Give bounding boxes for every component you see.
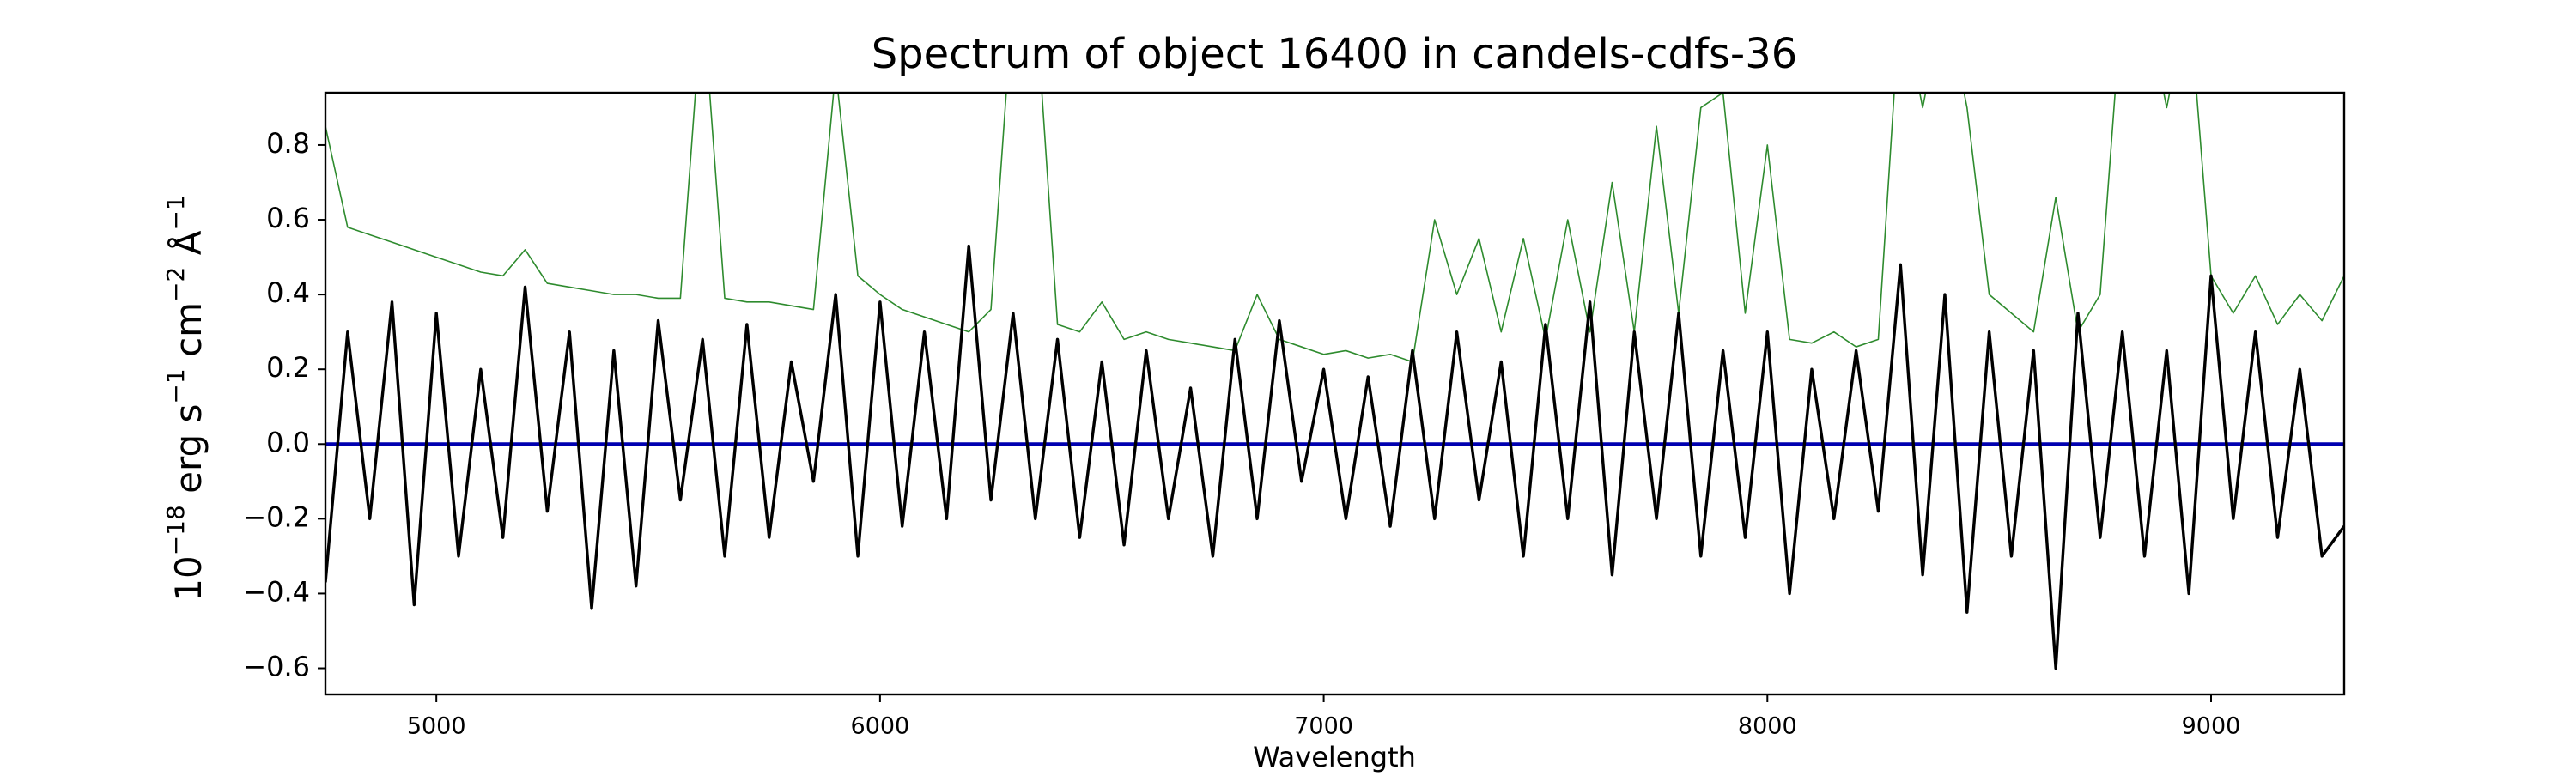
y-tick-label: 0.6 bbox=[266, 202, 310, 234]
x-tick-label: 5000 bbox=[407, 713, 466, 740]
y-axis-label: 10−18 erg s−1 cm−2 Å−1 bbox=[161, 195, 210, 601]
y-tick-label: 0.2 bbox=[266, 351, 310, 384]
y-axis-label-part: Å bbox=[167, 230, 210, 266]
x-tick-label: 7000 bbox=[1294, 713, 1353, 740]
y-tick-label: 0.4 bbox=[266, 276, 310, 309]
x-tick-label: 6000 bbox=[851, 713, 910, 740]
y-tick-label: −0.6 bbox=[243, 651, 310, 683]
y-tick-label: 0.8 bbox=[266, 127, 310, 160]
y-axis-label-part: cm bbox=[167, 302, 210, 368]
spectrum-line bbox=[325, 93, 2344, 363]
y-tick-label: −0.2 bbox=[243, 500, 310, 533]
y-axis-label-part: erg s bbox=[167, 404, 210, 506]
plot-area bbox=[325, 93, 2344, 670]
y-tick-label: 0.0 bbox=[266, 426, 310, 458]
x-tick-label: 8000 bbox=[1738, 713, 1797, 740]
x-axis-label: Wavelength bbox=[1253, 741, 1416, 773]
spectrum-line bbox=[325, 244, 2344, 670]
plot-frame bbox=[324, 91, 2346, 696]
chart-title: Spectrum of object 16400 in candels-cdfs… bbox=[872, 30, 1798, 78]
y-axis-label-part: 10 bbox=[167, 555, 210, 601]
y-axis-label-superscript: −1 bbox=[161, 368, 190, 403]
axes: 5000 6000 7000 8000 9000 −0.6 −0.4 −0.2 0.0 0.2 0.… bbox=[243, 91, 2346, 740]
y-axis-label-superscript: −18 bbox=[161, 505, 190, 555]
x-tick-label: 9000 bbox=[2182, 713, 2241, 740]
y-tick-label: −0.4 bbox=[243, 575, 310, 608]
y-axis-label-superscript: −2 bbox=[161, 267, 190, 302]
y-axis-label-superscript: −1 bbox=[161, 195, 190, 230]
